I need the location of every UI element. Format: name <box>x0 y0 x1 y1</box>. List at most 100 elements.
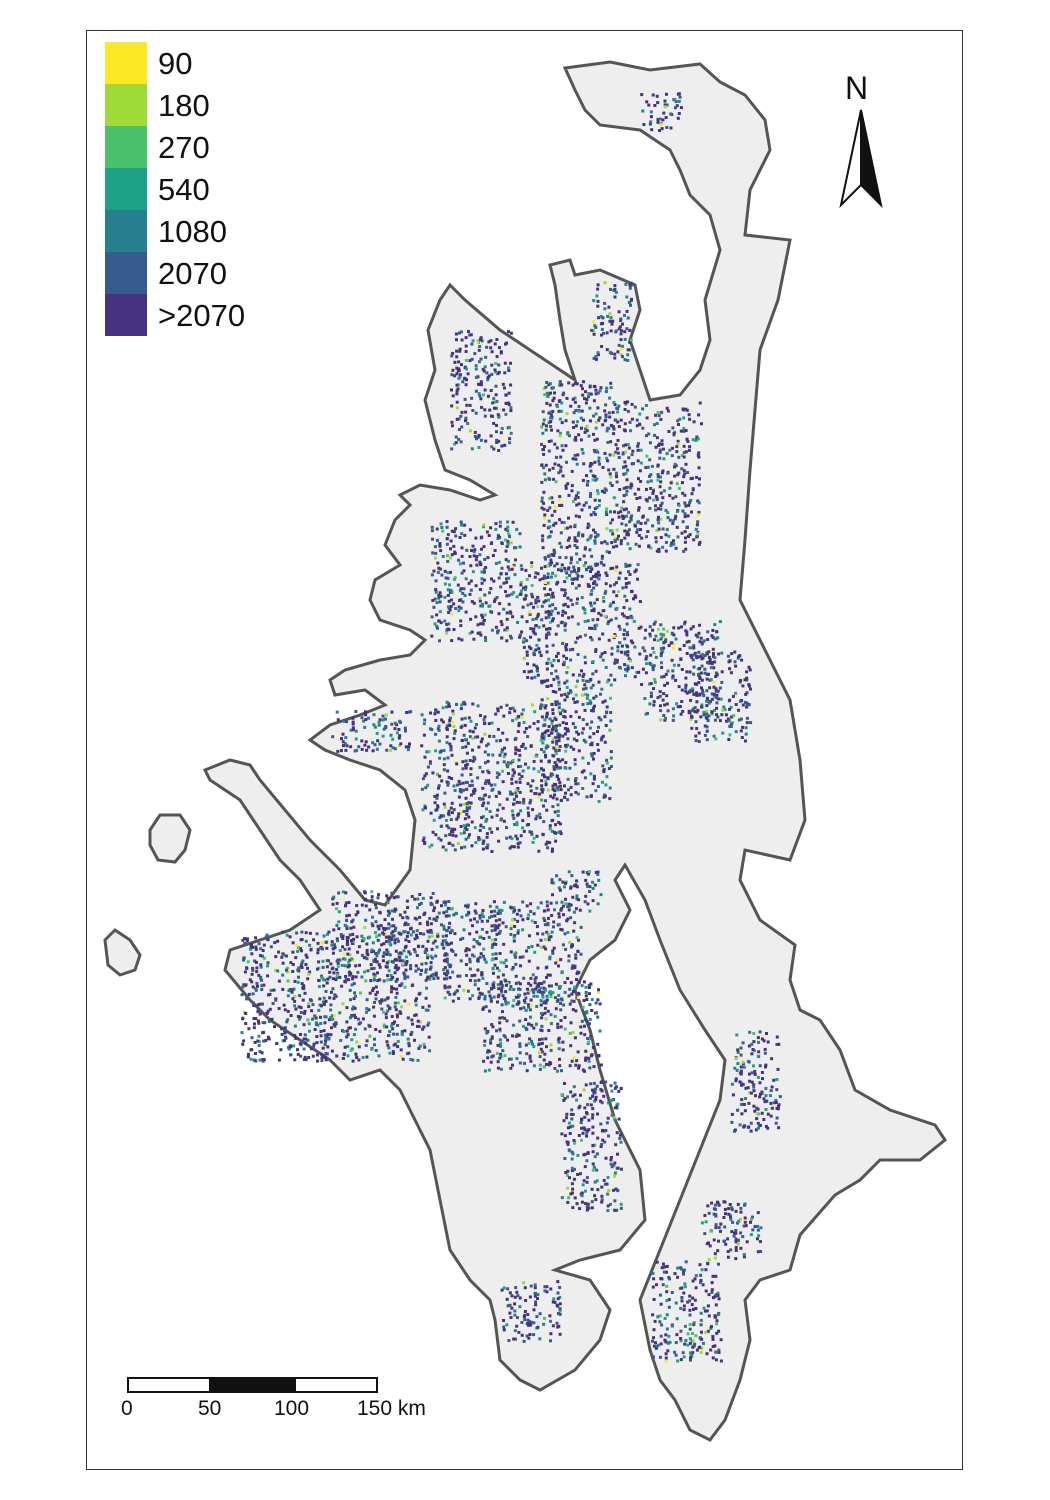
raster-cell <box>437 724 441 728</box>
raster-cell <box>476 959 480 962</box>
raster-cell <box>500 748 504 752</box>
raster-cell <box>667 534 671 538</box>
raster-cell <box>495 905 499 909</box>
raster-cell <box>479 438 483 442</box>
raster-cell <box>387 939 391 943</box>
raster-cell <box>376 739 380 743</box>
raster-cell <box>569 570 573 574</box>
raster-cell <box>509 761 513 765</box>
raster-cell <box>293 1024 297 1028</box>
raster-cell <box>548 955 552 959</box>
raster-cell <box>545 998 549 1002</box>
raster-cell <box>370 1047 374 1051</box>
raster-cell <box>590 998 594 1001</box>
raster-cell <box>582 554 586 558</box>
raster-cell <box>445 969 449 973</box>
raster-cell <box>421 839 425 842</box>
raster-cell <box>591 672 595 676</box>
raster-cell <box>520 630 524 634</box>
raster-cell <box>500 542 504 545</box>
raster-cell <box>586 1151 590 1155</box>
raster-cell <box>498 346 501 350</box>
raster-cell <box>483 388 487 392</box>
raster-cell <box>511 768 515 772</box>
raster-cell <box>549 774 553 778</box>
raster-cell <box>544 636 548 640</box>
raster-cell <box>720 680 724 684</box>
raster-cell <box>660 501 664 505</box>
raster-cell <box>495 932 499 936</box>
raster-cell <box>659 480 663 484</box>
raster-cell <box>600 1194 604 1198</box>
raster-cell <box>501 994 505 998</box>
raster-cell <box>511 719 515 723</box>
raster-cell <box>409 926 413 930</box>
raster-cell <box>560 620 564 624</box>
raster-cell <box>488 916 492 920</box>
raster-cell <box>481 770 485 774</box>
raster-cell <box>624 443 628 447</box>
raster-cell <box>625 622 629 626</box>
raster-cell <box>288 935 292 939</box>
raster-cell <box>627 485 631 489</box>
raster-cell <box>445 724 449 728</box>
raster-cell <box>311 1017 315 1021</box>
raster-cell <box>554 729 558 733</box>
raster-cell <box>418 903 421 906</box>
raster-cell <box>386 950 390 954</box>
raster-cell <box>698 667 702 670</box>
raster-cell <box>543 923 547 927</box>
raster-cell <box>409 1033 413 1036</box>
raster-cell <box>666 471 670 475</box>
raster-cell <box>579 1031 583 1035</box>
raster-cell <box>330 990 333 994</box>
raster-cell <box>599 718 603 722</box>
raster-cell <box>445 700 449 704</box>
raster-cell <box>613 1106 617 1110</box>
raster-cell <box>705 699 709 703</box>
raster-cell <box>622 486 626 490</box>
raster-cell <box>376 971 379 975</box>
raster-cell <box>447 812 450 816</box>
raster-cell <box>296 1052 300 1056</box>
raster-cell <box>703 667 707 671</box>
raster-cell <box>562 654 566 658</box>
raster-cell <box>477 446 481 449</box>
raster-cell <box>478 991 482 995</box>
raster-cell <box>659 632 663 636</box>
raster-cell <box>506 765 510 769</box>
raster-cell <box>465 806 469 810</box>
raster-cell <box>467 801 471 805</box>
raster-cell <box>534 617 538 621</box>
raster-cell <box>492 579 496 583</box>
raster-cell <box>580 984 584 988</box>
raster-cell <box>495 966 499 970</box>
raster-cell <box>610 1165 614 1169</box>
raster-cell <box>450 948 453 952</box>
raster-cell <box>495 338 499 341</box>
raster-cell <box>463 845 467 849</box>
raster-cell <box>562 1098 566 1102</box>
raster-cell <box>560 401 564 405</box>
raster-cell <box>522 645 526 649</box>
raster-cell <box>592 414 596 418</box>
raster-cell <box>547 615 551 619</box>
raster-cell <box>602 596 605 599</box>
raster-cell <box>540 496 544 500</box>
raster-cell <box>490 910 493 914</box>
raster-cell <box>316 951 320 955</box>
raster-cell <box>475 930 479 934</box>
raster-cell <box>549 1048 553 1052</box>
raster-cell <box>470 549 473 552</box>
raster-cell <box>498 791 502 795</box>
raster-cell <box>505 580 509 584</box>
raster-cell <box>584 1202 588 1205</box>
raster-cell <box>497 772 501 776</box>
raster-cell <box>574 640 578 644</box>
raster-cell <box>636 528 639 532</box>
raster-cell <box>585 795 589 799</box>
raster-cell <box>576 622 580 626</box>
raster-cell <box>556 814 560 818</box>
raster-cell <box>489 997 493 1000</box>
raster-cell <box>683 512 687 516</box>
